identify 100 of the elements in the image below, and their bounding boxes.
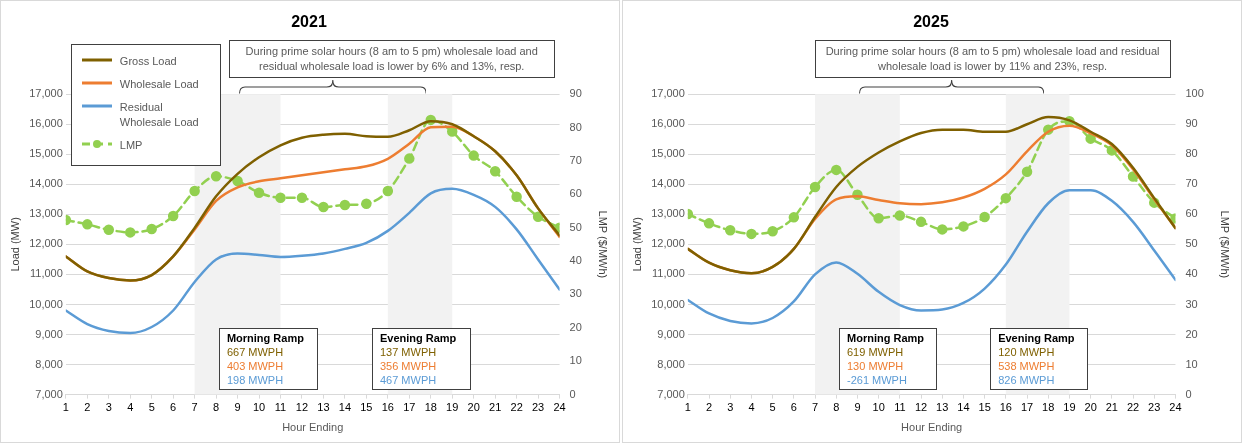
annotation: 120 MWPH xyxy=(998,344,1056,359)
annotation: Morning Ramp xyxy=(226,331,304,344)
x-tick-label: 16 xyxy=(999,401,1012,414)
chart-title: 2025 xyxy=(913,13,949,31)
x-tick-label: 20 xyxy=(467,401,480,414)
y2-tick-label: 20 xyxy=(569,320,582,333)
x-tick-label: 3 xyxy=(105,401,112,414)
annotation: 198 MWPH xyxy=(226,372,285,387)
y2-tick-label: 30 xyxy=(569,287,582,300)
annotation: Morning Ramp xyxy=(847,331,924,344)
y-tick-label: 17,000 xyxy=(651,87,685,100)
x-tick-label: 9 xyxy=(234,401,241,414)
y-axis-title: Load (MW) xyxy=(630,217,643,272)
y2-tick-label: 30 xyxy=(1185,297,1198,310)
y-tick-label: 15,000 xyxy=(651,147,685,160)
legend-label: Wholesale Load xyxy=(119,77,199,93)
annotation: 538 MWPH xyxy=(998,358,1056,373)
x-tick-label: 10 xyxy=(252,401,266,414)
x-axis-title: Hour Ending xyxy=(901,421,963,434)
y-tick-label: 9,000 xyxy=(35,327,63,340)
x-tick-label: 18 xyxy=(1042,401,1055,414)
legend-label: Gross Load xyxy=(119,54,177,70)
y2-tick-label: 80 xyxy=(569,120,582,133)
annotation: 356 MWPH xyxy=(379,358,438,373)
y2-tick-label: 10 xyxy=(569,354,582,367)
y-tick-label: 14,000 xyxy=(651,177,685,190)
y-tick-label: 15,000 xyxy=(29,147,63,160)
x-tick-label: 21 xyxy=(1105,401,1118,414)
y-tick-label: 8,000 xyxy=(657,357,685,370)
y2-tick-label: 10 xyxy=(1185,357,1198,370)
y2-tick-label: 20 xyxy=(1185,327,1198,340)
y2-tick-label: 60 xyxy=(1185,207,1198,220)
y-tick-label: 14,000 xyxy=(29,177,63,190)
y-tick-label: 11,000 xyxy=(652,267,685,280)
y2-tick-label: 80 xyxy=(1185,147,1198,160)
x-tick-label: 20 xyxy=(1084,401,1097,414)
x-tick-label: 18 xyxy=(424,401,437,414)
x-tick-label: 8 xyxy=(833,401,840,414)
y2-tick-label: 70 xyxy=(1185,177,1198,190)
y2-tick-label: 70 xyxy=(569,153,582,166)
y-tick-label: 13,000 xyxy=(29,207,63,220)
y2-tick-label: 0 xyxy=(569,387,576,400)
y2-tick-label: 90 xyxy=(1185,117,1198,130)
annotation: -261 MWPH xyxy=(847,372,908,387)
y2-tick-label: 90 xyxy=(569,87,582,100)
annotation: 826 MWPH xyxy=(998,372,1056,387)
text: During prime solar hours (8 am to 5 pm) wholesale load and residual wholesale load is lower by 6% and 13%, resp. xyxy=(228,40,555,79)
y-tick-label: 8,000 xyxy=(35,357,63,370)
x-tick-label: 17 xyxy=(403,401,416,414)
annotation: Evening Ramp xyxy=(998,331,1075,344)
y2-tick-label: 50 xyxy=(1185,237,1198,250)
x-tick-label: 22 xyxy=(510,401,523,414)
y2-tick-label: 50 xyxy=(569,220,582,233)
x-tick-label: 9 xyxy=(854,401,861,414)
annotation: 667 MWPH xyxy=(226,344,285,359)
x-tick-label: 15 xyxy=(978,401,991,414)
x-tick-label: 13 xyxy=(936,401,949,414)
x-tick-label: 16 xyxy=(381,401,394,414)
y2-tick-label: 60 xyxy=(569,187,582,200)
y2-tick-label: 100 xyxy=(1185,87,1204,100)
y-axis-title: Load (MW) xyxy=(8,217,21,272)
y2-axis-title: LMP ($/MWh) xyxy=(597,210,610,279)
y-tick-label: 7,000 xyxy=(657,387,685,400)
x-tick-label: 14 xyxy=(957,401,970,414)
x-tick-label: 24 xyxy=(553,401,566,414)
y-tick-label: 12,000 xyxy=(651,237,685,250)
y2-tick-label: 40 xyxy=(569,254,582,267)
chart-title: 2021 xyxy=(291,13,327,31)
x-tick-label: 19 xyxy=(446,401,459,414)
annotation: 403 MWPH xyxy=(226,358,285,373)
x-tick-label: 1 xyxy=(62,401,69,414)
annotation: 619 MWPH xyxy=(847,344,905,359)
x-tick-label: 1 xyxy=(684,401,691,414)
x-tick-label: 11 xyxy=(894,401,906,414)
x-tick-label: 7 xyxy=(191,401,198,414)
x-tick-label: 4 xyxy=(748,401,755,414)
x-tick-label: 10 xyxy=(872,401,885,414)
y-tick-label: 13,000 xyxy=(651,207,685,220)
x-tick-label: 21 xyxy=(489,401,502,414)
y-tick-label: 9,000 xyxy=(657,327,685,340)
legend-label: Residual Wholesale Load xyxy=(119,100,200,131)
x-axis-title: Hour Ending xyxy=(282,421,344,434)
x-tick-label: 24 xyxy=(1169,401,1182,414)
x-tick-label: 7 xyxy=(811,401,819,414)
x-tick-label: 15 xyxy=(360,401,373,414)
y-tick-label: 7,000 xyxy=(35,387,63,400)
x-tick-label: 5 xyxy=(769,401,776,414)
x-tick-label: 5 xyxy=(148,401,155,414)
y-tick-label: 16,000 xyxy=(651,117,685,130)
x-tick-label: 12 xyxy=(295,401,309,414)
x-tick-label: 12 xyxy=(914,401,928,414)
y-tick-label: 10,000 xyxy=(29,297,63,310)
y-tick-label: 10,000 xyxy=(651,297,685,310)
annotation: Evening Ramp xyxy=(379,331,457,344)
x-tick-label: 14 xyxy=(338,401,352,414)
y-tick-label: 16,000 xyxy=(29,117,63,130)
annotation: 130 MWPH xyxy=(847,358,905,373)
y2-tick-label: 40 xyxy=(1185,267,1198,280)
x-tick-label: 17 xyxy=(1020,401,1034,414)
y-tick-label: 11,000 xyxy=(30,267,63,280)
